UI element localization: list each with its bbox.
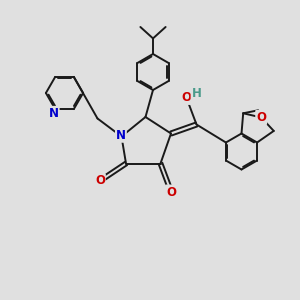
Text: O: O [256,111,266,124]
Text: N: N [49,107,59,120]
Text: H: H [192,87,201,101]
Text: O: O [166,185,176,199]
Text: O: O [95,174,105,188]
Text: N: N [116,129,126,142]
Text: O: O [181,91,191,104]
